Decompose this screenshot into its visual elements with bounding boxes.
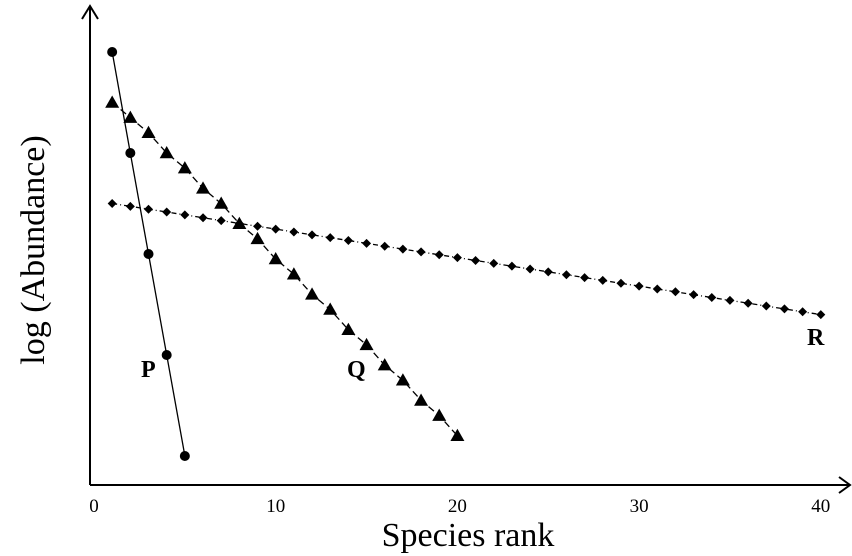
data-point-r — [198, 213, 208, 223]
data-point-r — [144, 204, 154, 214]
y-axis-arrow — [81, 4, 99, 20]
data-point-r — [125, 201, 135, 211]
data-point-r — [471, 255, 481, 265]
data-point-r — [561, 270, 571, 280]
data-point-q — [250, 231, 265, 245]
data-point-q — [341, 322, 356, 335]
data-point-r — [616, 278, 626, 288]
data-point-r — [380, 241, 390, 251]
data-point-q — [286, 267, 301, 280]
data-point-q — [105, 95, 120, 108]
data-point-r — [489, 258, 499, 268]
x-tick-label: 10 — [266, 496, 285, 517]
data-point-r — [816, 310, 826, 320]
data-point-r — [434, 250, 444, 260]
data-point-r — [525, 264, 535, 274]
data-point-r — [634, 281, 644, 291]
data-point-r — [253, 221, 263, 231]
x-tick-label: 0 — [89, 496, 99, 517]
data-point-q — [268, 252, 283, 265]
series-r — [107, 199, 826, 320]
x-tick-label: 40 — [811, 496, 830, 517]
data-point-r — [107, 199, 117, 208]
data-point-r — [761, 301, 771, 311]
data-point-p — [161, 350, 172, 360]
data-point-r — [725, 295, 735, 305]
data-point-r — [416, 247, 426, 257]
data-point-q — [414, 393, 429, 406]
data-point-p — [125, 148, 136, 158]
series-label-q: Q — [347, 357, 366, 383]
series-p — [107, 47, 190, 461]
data-point-q — [377, 358, 392, 371]
data-point-r — [652, 284, 662, 294]
data-point-q — [177, 161, 192, 174]
x-tick-label: 20 — [448, 496, 467, 517]
data-point-r — [307, 230, 317, 240]
data-point-r — [234, 218, 244, 228]
x-tick-labels: 0 10 20 30 40 — [89, 496, 830, 517]
x-axis-label: Species rank — [382, 517, 555, 554]
data-point-q — [159, 146, 174, 159]
data-point-r — [271, 224, 281, 234]
data-point-r — [543, 267, 553, 277]
data-point-r — [162, 207, 172, 217]
series-label-p: P — [141, 357, 156, 383]
data-point-r — [216, 216, 226, 226]
data-point-r — [743, 298, 753, 308]
data-point-q — [141, 125, 156, 139]
data-point-r — [580, 273, 590, 283]
data-point-r — [670, 287, 680, 297]
data-point-q — [123, 110, 138, 123]
data-point-r — [798, 307, 808, 317]
data-point-r — [325, 233, 335, 243]
data-point-r — [180, 210, 190, 220]
series-q — [105, 95, 465, 442]
data-point-p — [107, 47, 118, 57]
series-layer — [105, 47, 826, 461]
data-point-q — [432, 408, 447, 421]
data-point-q — [196, 181, 211, 194]
data-point-p — [179, 451, 190, 461]
data-point-q — [305, 287, 320, 300]
data-point-r — [289, 227, 299, 237]
y-axis-label: log (Abundance) — [15, 135, 52, 364]
data-point-r — [689, 290, 699, 300]
x-tick-label: 30 — [630, 496, 649, 517]
series-label-r: R — [807, 325, 825, 351]
data-point-r — [507, 261, 517, 271]
data-point-q — [395, 373, 410, 386]
data-point-r — [362, 238, 372, 248]
data-point-q — [359, 337, 374, 351]
data-point-r — [343, 236, 353, 246]
data-point-q — [214, 196, 229, 209]
data-point-r — [598, 275, 608, 285]
data-point-p — [143, 249, 154, 259]
data-point-r — [707, 293, 717, 303]
data-point-q — [323, 302, 338, 315]
data-point-q — [450, 428, 465, 442]
data-point-r — [452, 253, 462, 263]
data-point-r — [779, 304, 789, 314]
axes — [81, 4, 852, 494]
data-point-r — [398, 244, 408, 254]
x-axis-arrow — [838, 476, 852, 494]
